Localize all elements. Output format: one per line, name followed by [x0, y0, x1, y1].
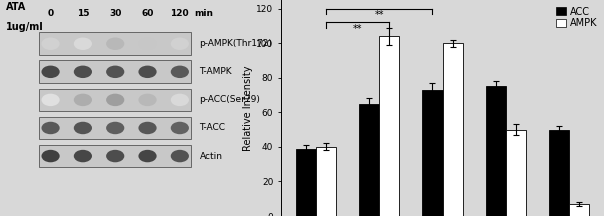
Bar [422, 90, 443, 216]
Ellipse shape [138, 150, 156, 162]
Text: 0: 0 [48, 9, 54, 18]
Ellipse shape [106, 66, 124, 78]
Ellipse shape [42, 66, 60, 78]
Bar [443, 43, 463, 216]
Ellipse shape [171, 38, 189, 50]
Ellipse shape [42, 150, 60, 162]
Ellipse shape [106, 38, 124, 50]
Ellipse shape [42, 122, 60, 134]
Ellipse shape [74, 94, 92, 106]
Bar [359, 104, 379, 216]
Ellipse shape [171, 94, 189, 106]
Text: p-AMPK(Thr172): p-AMPK(Thr172) [199, 39, 272, 48]
Text: 60: 60 [141, 9, 153, 18]
Ellipse shape [171, 122, 189, 134]
Text: T-AMPK: T-AMPK [199, 67, 232, 76]
Bar [486, 86, 506, 216]
Text: p-ACC(Ser79): p-ACC(Ser79) [199, 95, 260, 104]
Ellipse shape [106, 94, 124, 106]
Legend: ACC, AMPK: ACC, AMPK [554, 5, 599, 30]
Bar [569, 204, 590, 216]
Ellipse shape [42, 38, 60, 50]
Text: 15: 15 [77, 9, 89, 18]
Ellipse shape [171, 66, 189, 78]
Ellipse shape [138, 38, 156, 50]
FancyBboxPatch shape [39, 32, 191, 55]
FancyBboxPatch shape [39, 117, 191, 139]
Ellipse shape [74, 150, 92, 162]
Text: **: ** [374, 10, 384, 20]
Bar [506, 130, 526, 216]
Text: min: min [194, 9, 213, 18]
Bar [549, 130, 569, 216]
Ellipse shape [138, 94, 156, 106]
Text: 120: 120 [170, 9, 189, 18]
Ellipse shape [74, 66, 92, 78]
FancyBboxPatch shape [39, 145, 191, 167]
Text: Actin: Actin [199, 152, 222, 160]
Ellipse shape [106, 122, 124, 134]
Bar [296, 149, 316, 216]
Y-axis label: Relative Intensity: Relative Intensity [243, 65, 253, 151]
FancyBboxPatch shape [39, 89, 191, 111]
Ellipse shape [171, 150, 189, 162]
Text: 1ug/ml: 1ug/ml [5, 22, 43, 32]
Ellipse shape [42, 94, 60, 106]
Ellipse shape [74, 38, 92, 50]
Bar [316, 147, 336, 216]
Text: **: ** [353, 24, 362, 34]
Bar [379, 36, 399, 216]
Text: 30: 30 [109, 9, 121, 18]
Ellipse shape [74, 122, 92, 134]
Text: ATA: ATA [5, 2, 26, 12]
FancyBboxPatch shape [39, 60, 191, 83]
Ellipse shape [106, 150, 124, 162]
Text: T-ACC: T-ACC [199, 124, 225, 132]
Ellipse shape [138, 122, 156, 134]
Ellipse shape [138, 66, 156, 78]
